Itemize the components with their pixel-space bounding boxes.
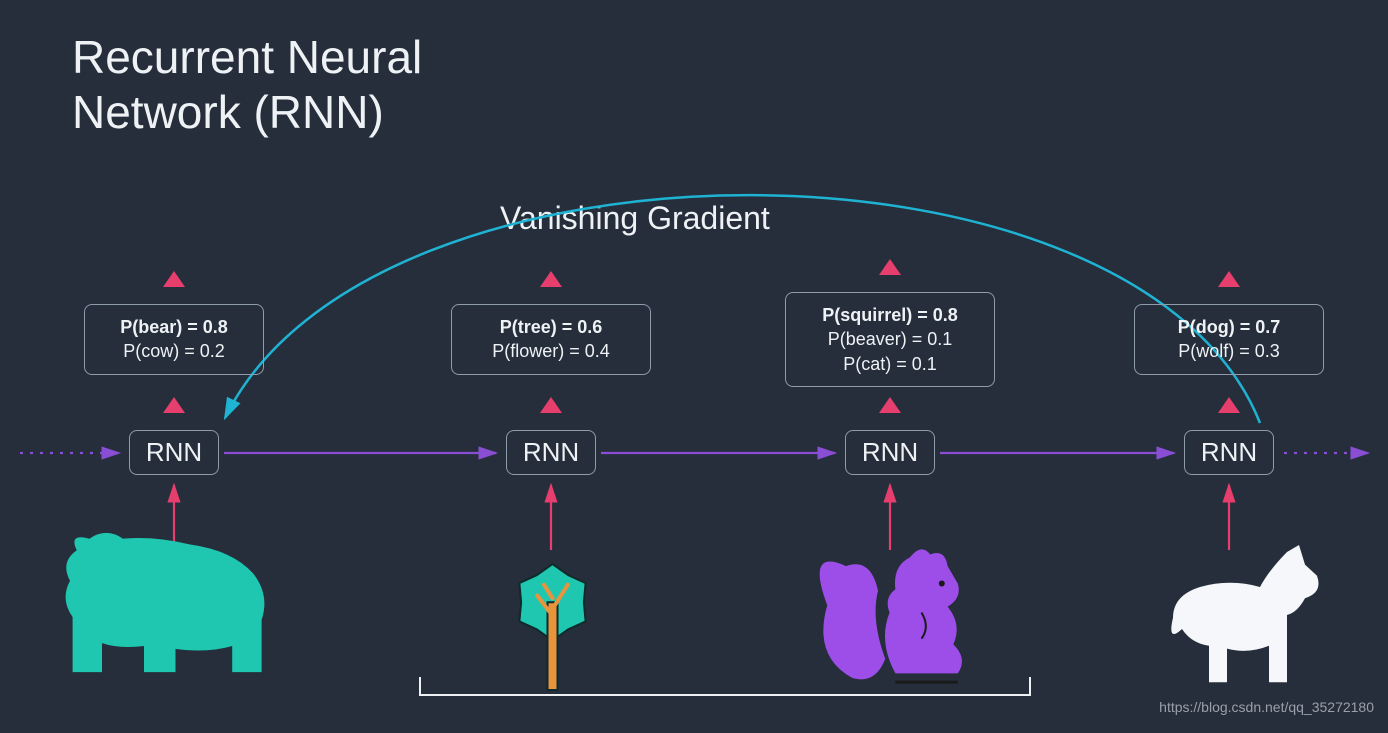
rnn-node-squirrel: RNN (845, 430, 935, 475)
probability-box-bear: P(bear) = 0.8P(cow) = 0.2 (84, 304, 264, 375)
triangle-icon (879, 259, 901, 275)
rnn-node-wolf: RNN (1184, 430, 1274, 475)
triangle-icon (879, 397, 901, 413)
probability-box-squirrel: P(squirrel) = 0.8P(beaver) = 0.1P(cat) =… (785, 292, 995, 387)
triangle-icon (163, 271, 185, 287)
probability-box-wolf: P(dog) = 0.7P(wolf) = 0.3 (1134, 304, 1324, 375)
triangle-icon (163, 397, 185, 413)
probability-box-tree: P(tree) = 0.6P(flower) = 0.4 (451, 304, 651, 375)
rnn-node-tree: RNN (506, 430, 596, 475)
triangle-icon (1218, 397, 1240, 413)
triangle-icon (540, 397, 562, 413)
rnn-node-bear: RNN (129, 430, 219, 475)
triangle-icon (540, 271, 562, 287)
triangle-icon (1218, 271, 1240, 287)
